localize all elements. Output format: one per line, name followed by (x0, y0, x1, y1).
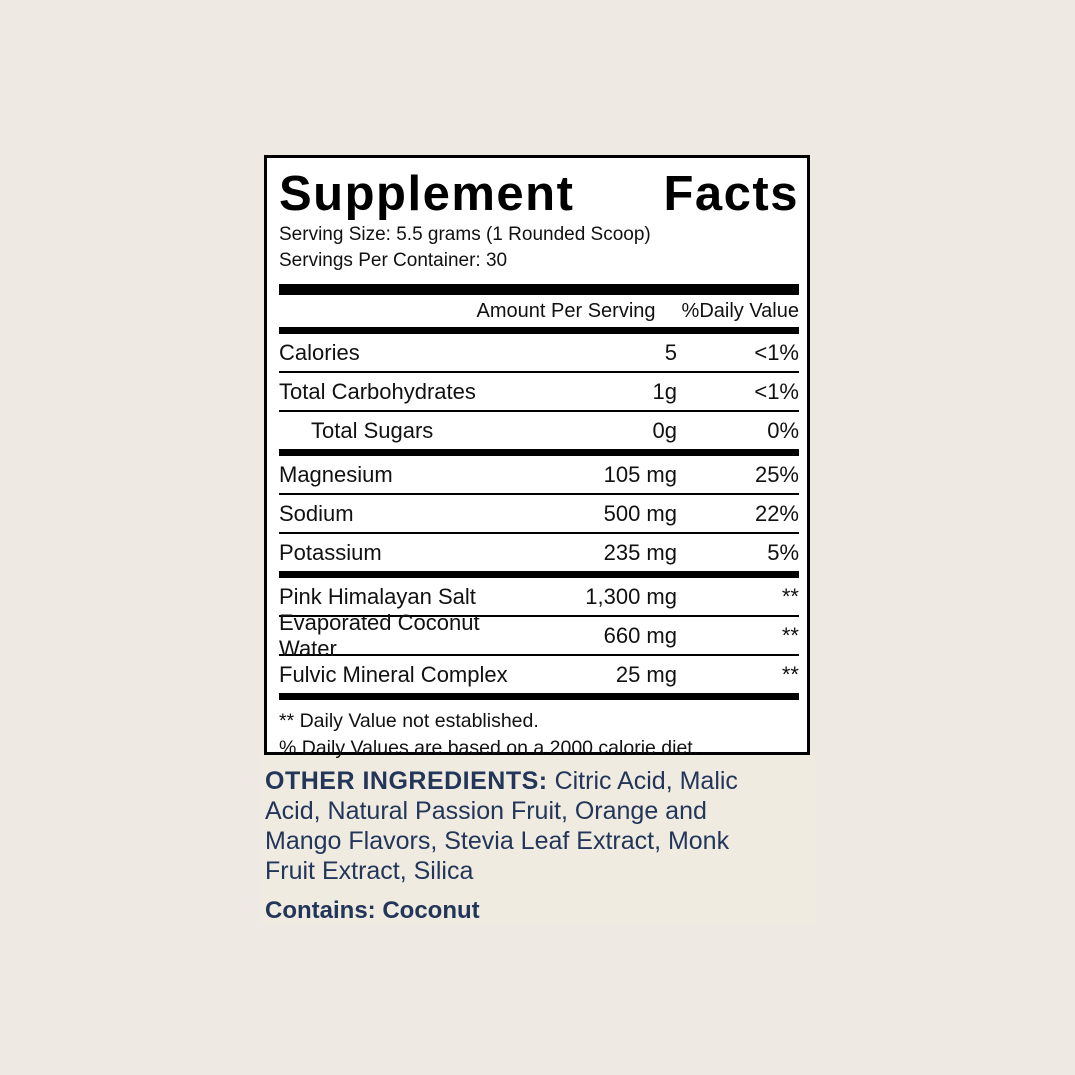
nutrient-amount: 1,300 mg (585, 583, 677, 609)
nutrient-name: Potassium (279, 539, 382, 565)
nutrient-name: Calories (279, 339, 360, 365)
divider-thick (279, 449, 799, 456)
nutrient-row: Total Carbohydrates 1g <1% (279, 373, 799, 412)
other-ingredients: OTHER INGREDIENTS: Citric Acid, Malic Ac… (265, 766, 785, 886)
column-header: Amount Per Serving %Daily Value (279, 295, 799, 327)
dv-header: %Daily Value (681, 299, 799, 322)
nutrient-row: Calories 5 <1% (279, 334, 799, 373)
nutrient-amount: 5 (664, 339, 677, 365)
divider-thick (279, 284, 799, 295)
footnote: % Daily Values are based on a 2000 calor… (279, 737, 699, 759)
nutrient-row: Sodium 500 mg 22% (279, 495, 799, 534)
nutrient-dv: ** (781, 661, 799, 687)
nutrient-row: Magnesium 105 mg 25% (279, 456, 799, 495)
serving-size: Serving Size: 5.5 grams (1 Rounded Scoop… (279, 224, 651, 245)
nutrient-row: Potassium 235 mg 5% (279, 534, 799, 571)
supplement-facts-label: Supplement Facts Serving Size: 5.5 grams… (264, 155, 810, 759)
nutrient-amount: 660 mg (603, 622, 677, 648)
nutrient-dv: <1% (754, 339, 799, 365)
nutrient-amount: 235 mg (603, 539, 677, 565)
label-title: Supplement Facts (279, 166, 799, 222)
nutrient-dv: ** (781, 583, 799, 609)
nutrient-dv: 25% (754, 461, 799, 487)
nutrient-dv: 5% (767, 539, 799, 565)
nutrient-name: Magnesium (279, 461, 393, 487)
nutrient-dv: 0% (767, 417, 799, 443)
other-ingredients-text: Citric Acid, Malic Acid, Natural Passion… (265, 767, 738, 885)
nutrient-row: Evaporated Coconut Water 660 mg ** (279, 610, 799, 661)
nutrient-row: Pink Himalayan Salt 1,300 mg ** (279, 578, 799, 617)
nutrient-dv: 22% (754, 500, 799, 526)
nutrient-name: Total Carbohydrates (279, 378, 476, 404)
nutrient-dv: ** (781, 622, 799, 648)
divider-thick (279, 571, 799, 578)
nutrient-row: Total Sugars 0g 0% (279, 412, 799, 449)
servings-per-container: Servings Per Container: 30 (279, 250, 508, 271)
nutrient-row: Fulvic Mineral Complex 25 mg ** (279, 656, 799, 693)
divider-thick (279, 327, 799, 334)
footnote: ** Daily Value not established. (279, 710, 539, 732)
amount-header: Amount Per Serving (476, 299, 656, 322)
nutrient-name: Sodium (279, 500, 354, 526)
nutrient-amount: 0g (652, 417, 677, 443)
title-word: Supplement (279, 167, 575, 221)
allergen-contains: Contains: Coconut (265, 897, 480, 924)
nutrient-amount: 1g (652, 378, 677, 404)
divider-thick (279, 693, 799, 700)
other-ingredients-heading: OTHER INGREDIENTS: (265, 767, 548, 795)
nutrient-amount: 25 mg (615, 661, 677, 687)
nutrient-name: Total Sugars (311, 417, 434, 443)
title-word: Facts (663, 167, 799, 221)
nutrient-amount: 500 mg (603, 500, 677, 526)
nutrient-dv: <1% (754, 378, 799, 404)
nutrient-amount: 105 mg (603, 461, 677, 487)
ingredients-panel (262, 752, 815, 925)
nutrient-name: Pink Himalayan Salt (279, 583, 476, 609)
nutrient-name: Fulvic Mineral Complex (279, 661, 508, 687)
nutrient-name: Evaporated Coconut Water (279, 609, 480, 661)
